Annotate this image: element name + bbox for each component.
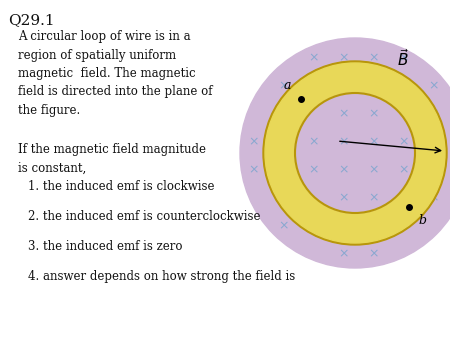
Text: ×: × (309, 219, 319, 233)
Text: ×: × (399, 164, 409, 176)
Text: ×: × (309, 164, 319, 176)
Text: ×: × (369, 219, 379, 233)
Text: ×: × (369, 136, 379, 148)
Text: ×: × (369, 192, 379, 204)
Text: ×: × (369, 192, 379, 204)
Text: ×: × (339, 51, 349, 65)
Text: ×: × (279, 79, 289, 93)
Text: ×: × (429, 164, 439, 176)
Text: 1. the induced emf is clockwise: 1. the induced emf is clockwise (28, 180, 215, 193)
Text: ×: × (369, 107, 379, 121)
Text: ×: × (309, 107, 319, 121)
Text: ×: × (369, 136, 379, 148)
Text: ×: × (399, 164, 409, 176)
Circle shape (263, 61, 447, 245)
Text: ×: × (309, 136, 319, 148)
Text: ×: × (399, 192, 409, 204)
Text: ×: × (339, 79, 349, 93)
Text: ×: × (399, 136, 409, 148)
Circle shape (265, 63, 445, 243)
Circle shape (295, 93, 415, 213)
Text: ×: × (429, 136, 439, 148)
Text: ×: × (279, 136, 289, 148)
Text: ×: × (369, 51, 379, 65)
Text: a: a (284, 79, 291, 92)
Text: ×: × (279, 192, 289, 204)
Text: ×: × (399, 219, 409, 233)
Text: ×: × (309, 79, 319, 93)
Text: Q29.1: Q29.1 (8, 13, 54, 27)
Text: If the magnetic field magnitude
is constant,: If the magnetic field magnitude is const… (18, 143, 206, 174)
Text: b: b (419, 214, 427, 227)
Text: ×: × (399, 107, 409, 121)
Text: 10.0 cm: 10.0 cm (449, 138, 450, 147)
Text: ×: × (309, 192, 319, 204)
Text: ×: × (279, 164, 289, 176)
Text: ×: × (429, 107, 439, 121)
Text: ×: × (369, 164, 379, 176)
Text: ×: × (249, 136, 259, 148)
Text: ×: × (339, 136, 349, 148)
Text: ×: × (339, 164, 349, 176)
Text: 3. the induced emf is zero: 3. the induced emf is zero (28, 240, 183, 253)
Text: ×: × (309, 136, 319, 148)
Text: ×: × (249, 164, 259, 176)
Text: ×: × (339, 107, 349, 121)
Text: ×: × (339, 192, 349, 204)
Text: ×: × (339, 247, 349, 261)
Text: ×: × (339, 107, 349, 121)
Text: ×: × (339, 192, 349, 204)
Text: ×: × (339, 219, 349, 233)
Text: ×: × (399, 136, 409, 148)
Text: ×: × (309, 51, 319, 65)
Text: 2. the induced emf is counterclockwise: 2. the induced emf is counterclockwise (28, 210, 261, 223)
Text: ×: × (279, 219, 289, 233)
Text: ×: × (399, 51, 409, 65)
Text: $\vec{B}$: $\vec{B}$ (397, 48, 409, 69)
Text: ×: × (279, 107, 289, 121)
Text: ×: × (399, 79, 409, 93)
Text: ×: × (429, 79, 439, 93)
Text: ×: × (339, 136, 349, 148)
Text: ×: × (429, 192, 439, 204)
Text: ×: × (369, 107, 379, 121)
Text: 4. answer depends on how strong the field is: 4. answer depends on how strong the fiel… (28, 270, 295, 283)
Text: ×: × (339, 164, 349, 176)
Text: ×: × (369, 164, 379, 176)
Text: ×: × (309, 164, 319, 176)
Circle shape (240, 38, 450, 268)
Text: ×: × (369, 247, 379, 261)
Text: ×: × (369, 79, 379, 93)
Text: A circular loop of wire is in a
region of spatially uniform
magnetic  field. The: A circular loop of wire is in a region o… (18, 30, 212, 117)
